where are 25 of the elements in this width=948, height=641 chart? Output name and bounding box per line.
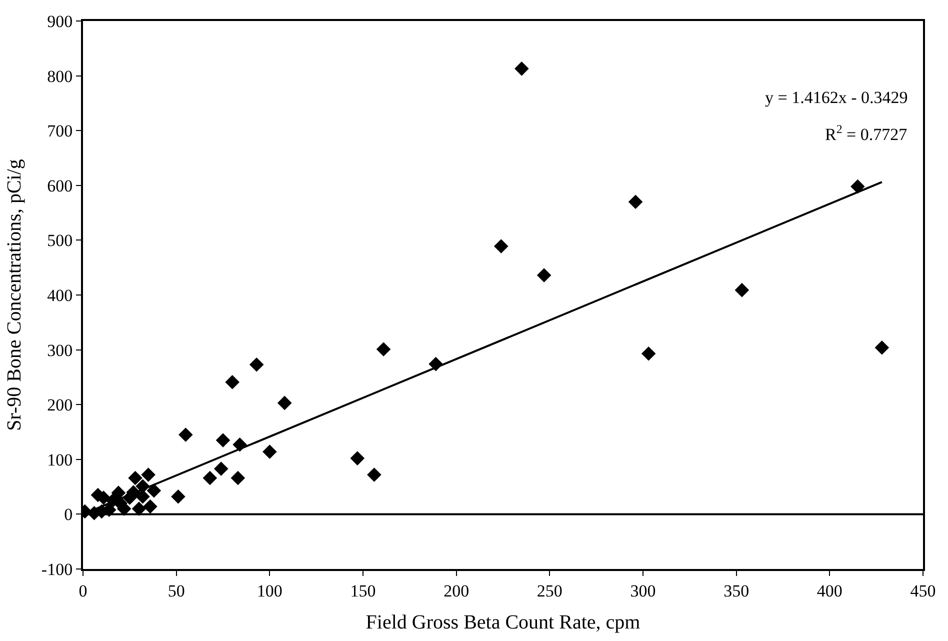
x-tick-label: 150 [350, 581, 376, 600]
y-tick-label: 600 [47, 176, 73, 196]
x-tick-label: 50 [168, 581, 185, 600]
annotation: y = 1.4162x - 0.3429 [765, 88, 908, 107]
y-tick-label: 100 [47, 450, 73, 470]
y-tick-label: 500 [47, 231, 73, 250]
y-tick-label: 900 [47, 12, 73, 31]
y-tick-label: 0 [64, 505, 73, 524]
x-tick-label: 450 [910, 581, 936, 600]
x-tick-label: 300 [630, 581, 656, 600]
y-tick-label: 300 [47, 340, 73, 360]
y-tick-label: -100 [41, 560, 73, 579]
x-tick-label: 200 [444, 581, 470, 600]
x-tick-label: 400 [816, 581, 842, 600]
x-tick-label: 0 [78, 581, 88, 600]
x-tick-label: 100 [256, 581, 282, 600]
y-tick-label: 800 [47, 66, 73, 86]
y-axis-title: Sr-90 Bone Concentrations, pCi/g [3, 159, 26, 431]
x-tick-label: 250 [536, 581, 562, 600]
y-tick-label: 200 [47, 396, 73, 415]
x-axis-title: Field Gross Beta Count Rate, cpm [366, 611, 641, 634]
annotation: R$^{2}$ = 0.7727 [825, 122, 908, 144]
y-tick-label: 700 [47, 122, 73, 141]
y-tick-label: 400 [47, 286, 73, 305]
x-tick-label: 350 [724, 581, 750, 600]
